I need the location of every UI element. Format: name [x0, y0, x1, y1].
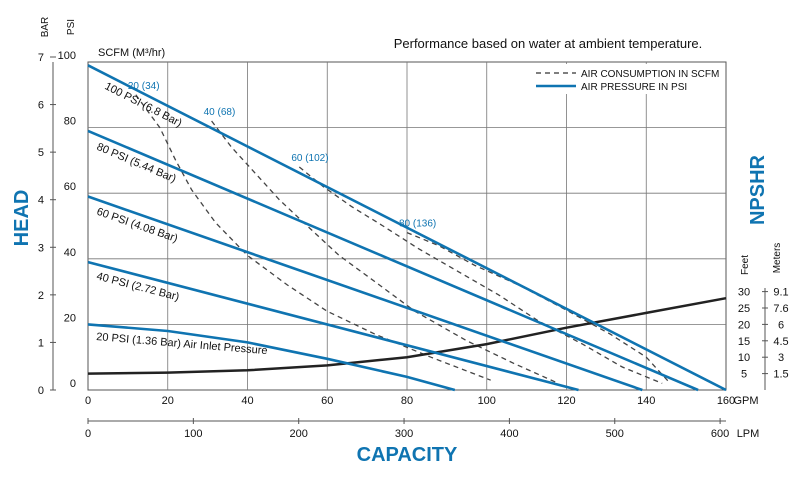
capacity-axis-title: CAPACITY [357, 444, 458, 466]
meters-unit-label: Meters [772, 243, 783, 274]
meters-tick-label: 9.1 [773, 287, 788, 299]
gpm-tick-label: 100 [478, 395, 496, 407]
feet-tick-label: 25 [738, 303, 750, 315]
bar-tick-label: 2 [38, 290, 44, 302]
air-consumption-label: 40 (68) [204, 107, 236, 118]
gpm-tick-label: 160 [717, 395, 735, 407]
air-pressure-curve [87, 260, 579, 392]
feet-tick-label: 20 [738, 319, 750, 331]
lpm-tick-label: 200 [290, 428, 308, 440]
feet-tick-label: 30 [738, 287, 750, 299]
air-pressure-curve [87, 195, 643, 392]
bar-tick-label: 5 [38, 147, 44, 159]
legend-box [532, 64, 724, 94]
air-pressure-curve [87, 64, 727, 392]
gpm-unit-label: GPM [733, 395, 758, 407]
psi-tick-label: 60 [64, 181, 76, 193]
meters-tick-label: 7.6 [773, 303, 788, 315]
lpm-tick-label: 500 [606, 428, 624, 440]
meters-tick-label: 1.5 [773, 369, 788, 381]
head-axis-title: HEAD [11, 190, 33, 247]
air-consumption-curve [135, 94, 491, 381]
air-consumption-label: 80 (136) [399, 219, 436, 230]
gpm-tick-label: 0 [85, 395, 91, 407]
psi-tick-label: 40 [64, 247, 76, 259]
gpm-tick-label: 80 [401, 395, 413, 407]
lpm-tick-label: 300 [395, 428, 413, 440]
meters-tick-label: 6 [778, 319, 784, 331]
bar-tick-label: 0 [38, 385, 44, 397]
bar-tick-label: 4 [38, 195, 44, 207]
psi-tick-label: 0 [70, 378, 76, 390]
curves [87, 64, 727, 392]
lpm-unit-label: LPM [737, 428, 760, 440]
feet-tick-label: 15 [738, 336, 750, 348]
lpm-tick-label: 100 [184, 428, 202, 440]
air-consumption-label: 60 (102) [291, 153, 328, 164]
npshr-curve [87, 296, 727, 375]
meters-tick-label: 4.5 [773, 336, 788, 348]
scfm-label: SCFM (M³/hr) [98, 47, 165, 59]
bar-tick-label: 6 [38, 100, 44, 112]
lpm-tick-label: 400 [500, 428, 518, 440]
npshr-axis-title: NPSHR [747, 154, 769, 225]
air-pressure-curve [87, 129, 699, 392]
feet-tick-label: 5 [741, 369, 747, 381]
lpm-tick-label: 0 [85, 428, 91, 440]
bar-unit-label: BAR [40, 17, 51, 38]
gpm-tick-label: 20 [162, 395, 174, 407]
air-consumption-label: 20 (34) [128, 81, 160, 92]
gpm-tick-label: 60 [321, 395, 333, 407]
bar-tick-label: 1 [38, 337, 44, 349]
psi-tick-label: 100 [58, 50, 76, 62]
gpm-tick-label: 140 [637, 395, 655, 407]
air-pressure-label: 20 PSI (1.36 Bar) Air Inlet Pressure [96, 331, 268, 357]
air-pressure-label: 60 PSI (4.08 Bar) [95, 206, 179, 245]
gpm-tick-label: 120 [557, 395, 575, 407]
feet-unit-label: Feet [740, 255, 751, 275]
psi-tick-label: 80 [64, 116, 76, 128]
grid [50, 56, 768, 424]
performance-note: Performance based on water at ambient te… [394, 36, 703, 51]
bar-tick-label: 7 [38, 52, 44, 64]
air-pressure-curve [87, 323, 456, 392]
bar-tick-label: 3 [38, 242, 44, 254]
air-consumption-curve [211, 120, 559, 384]
psi-unit-label: PSI [66, 19, 77, 35]
gpm-tick-label: 40 [241, 395, 253, 407]
psi-tick-label: 20 [64, 312, 76, 324]
meters-tick-label: 3 [778, 352, 784, 364]
lpm-tick-label: 600 [711, 428, 729, 440]
air-consumption-curve [298, 166, 663, 385]
legend-dashed-label: AIR CONSUMPTION IN SCFM [581, 69, 719, 80]
feet-tick-label: 10 [738, 352, 750, 364]
legend-solid-label: AIR PRESSURE IN PSI [581, 82, 687, 93]
